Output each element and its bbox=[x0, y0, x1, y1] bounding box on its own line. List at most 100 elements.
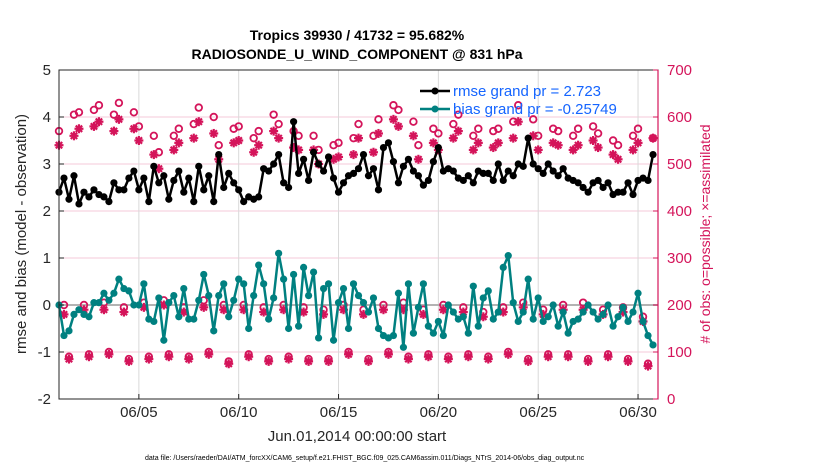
bias-point bbox=[170, 292, 178, 300]
bias-point bbox=[534, 294, 542, 302]
obs-possible-point bbox=[309, 131, 318, 140]
obs-assimilated-point bbox=[129, 124, 139, 134]
obs-assimilated-point bbox=[388, 114, 398, 124]
obs-assimilated-point bbox=[503, 349, 513, 359]
bias-point bbox=[295, 322, 303, 330]
obs-assimilated-point bbox=[608, 150, 618, 160]
bias-point bbox=[359, 299, 368, 307]
obs-assimilated-point bbox=[119, 307, 129, 317]
bias-point bbox=[125, 287, 133, 295]
bias-series bbox=[55, 249, 657, 351]
bias-point bbox=[215, 292, 223, 300]
bias-point bbox=[240, 280, 248, 288]
obs-assimilated-point bbox=[244, 352, 254, 362]
obs-assimilated-point bbox=[423, 352, 433, 362]
rmse-point bbox=[629, 190, 637, 199]
rmse-point bbox=[70, 172, 78, 180]
y-axis-label-right: # of obs: o=possible; ×=assimilated bbox=[697, 124, 713, 343]
obs-assimilated-point bbox=[453, 126, 463, 136]
rmse-point bbox=[499, 176, 507, 185]
x-tick-label: 06/15 bbox=[320, 404, 358, 421]
rmse-point bbox=[90, 186, 98, 194]
rmse-point bbox=[230, 179, 238, 187]
obs-assimilated-point bbox=[174, 138, 184, 148]
rmse-point bbox=[559, 165, 567, 173]
rmse-point bbox=[304, 176, 313, 185]
obs-assimilated-point bbox=[383, 349, 393, 359]
rmse-point bbox=[150, 162, 158, 170]
bias-point bbox=[95, 299, 103, 307]
bias-point bbox=[484, 287, 492, 295]
obs-possible-point bbox=[553, 126, 563, 136]
bias-point bbox=[614, 313, 622, 321]
obs-assimilated-point bbox=[428, 138, 438, 148]
rmse-point bbox=[434, 143, 442, 152]
rmse-point bbox=[374, 186, 383, 194]
obs-assimilated-point bbox=[124, 356, 134, 366]
bias-point bbox=[554, 322, 562, 330]
obs-possible-point bbox=[169, 131, 179, 140]
rmse-point bbox=[489, 176, 497, 185]
obs-possible-point bbox=[234, 122, 243, 131]
obs-possible-point bbox=[254, 126, 263, 136]
obs-possible-point bbox=[94, 101, 104, 110]
rmse-point bbox=[349, 169, 358, 177]
bias-point bbox=[324, 280, 333, 288]
bias-point bbox=[584, 301, 592, 309]
obs-possible-point bbox=[414, 140, 423, 150]
bias-point bbox=[220, 280, 228, 288]
obs-possible-point bbox=[593, 129, 603, 138]
bias-point bbox=[344, 324, 353, 333]
rmse-point bbox=[519, 162, 527, 170]
obs-assimilated-point bbox=[363, 356, 373, 366]
obs-possible-point bbox=[529, 115, 538, 124]
bias-point bbox=[419, 280, 427, 288]
rmse-point bbox=[105, 198, 113, 206]
legend-bias-label: bias grand pr = -0.25749 bbox=[453, 101, 617, 118]
x-tick-label: 06/30 bbox=[619, 404, 657, 421]
obs-possible-point bbox=[114, 98, 124, 108]
bias-point bbox=[195, 296, 203, 304]
rmse-point bbox=[324, 153, 333, 161]
bias-point bbox=[629, 308, 637, 316]
obs-assimilated-point bbox=[284, 354, 294, 364]
bias-point bbox=[339, 284, 348, 293]
rmse-point bbox=[394, 179, 403, 187]
obs-assimilated-point bbox=[438, 305, 448, 315]
left-tick-label: 4 bbox=[43, 109, 51, 126]
rmse-point bbox=[170, 176, 178, 185]
rmse-point bbox=[649, 151, 657, 159]
obs-assimilated-point bbox=[513, 117, 523, 127]
obs-possible-point bbox=[613, 140, 623, 150]
obs-assimilated-point bbox=[69, 131, 79, 141]
left-tick-label: -1 bbox=[38, 344, 51, 361]
rmse-point bbox=[549, 167, 557, 175]
bias-point bbox=[589, 308, 597, 316]
rmse-point bbox=[135, 186, 143, 194]
obs-assimilated-point bbox=[264, 356, 274, 366]
bias-point bbox=[464, 329, 472, 337]
obs-assimilated-point bbox=[613, 154, 623, 164]
right-tick-label: 400 bbox=[667, 203, 692, 220]
rmse-point bbox=[429, 158, 437, 166]
rmse-point bbox=[369, 165, 378, 173]
obs-possible-point bbox=[269, 110, 278, 119]
obs-assimilated-point bbox=[249, 147, 259, 157]
obs-assimilated-point bbox=[234, 136, 244, 145]
rmse-point bbox=[384, 139, 393, 147]
bias-point bbox=[559, 308, 567, 316]
rmse-point bbox=[614, 188, 622, 196]
rmse-point bbox=[404, 155, 413, 163]
obs-possible-point bbox=[209, 112, 218, 122]
obs-possible-point bbox=[354, 119, 363, 129]
bias-point bbox=[135, 301, 143, 309]
obs-assimilated-point bbox=[189, 133, 199, 143]
obs-assimilated-point bbox=[588, 136, 598, 145]
rmse-point bbox=[220, 183, 228, 192]
bias-line bbox=[57, 252, 655, 349]
bias-point bbox=[394, 289, 403, 297]
rmse-point bbox=[195, 162, 203, 170]
bias-point bbox=[424, 322, 432, 330]
bias-point bbox=[399, 343, 408, 351]
